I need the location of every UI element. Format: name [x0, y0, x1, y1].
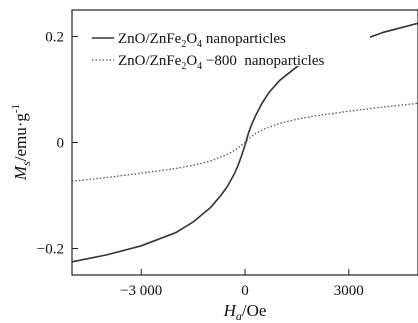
legend-label-zno-znfe2o4-800: ZnO/ZnFe2O4 −800 nanoparticles: [118, 53, 325, 72]
x-tick-label: −3 000: [120, 283, 162, 299]
x-tick-label: 0: [241, 283, 249, 299]
legend-label-zno-znfe2o4: ZnO/ZnFe2O4 nanoparticles: [118, 31, 286, 50]
x-axis-title: Ha/Oe: [223, 301, 267, 323]
x-axis-ticks: −3 000 0 3000: [120, 269, 364, 299]
y-tick-label: 0.2: [45, 30, 64, 46]
y-axis-title: Ms/emu·g-1: [10, 104, 33, 181]
y-tick-label: 0: [57, 136, 65, 152]
series-line-zno-znfe2o4-800: [71, 102, 418, 182]
x-tick-label: 3000: [334, 283, 364, 299]
legend-background: [80, 16, 370, 66]
y-axis-ticks: −0.2 0 0.2: [37, 30, 78, 258]
y-tick-label: −0.2: [37, 242, 64, 258]
